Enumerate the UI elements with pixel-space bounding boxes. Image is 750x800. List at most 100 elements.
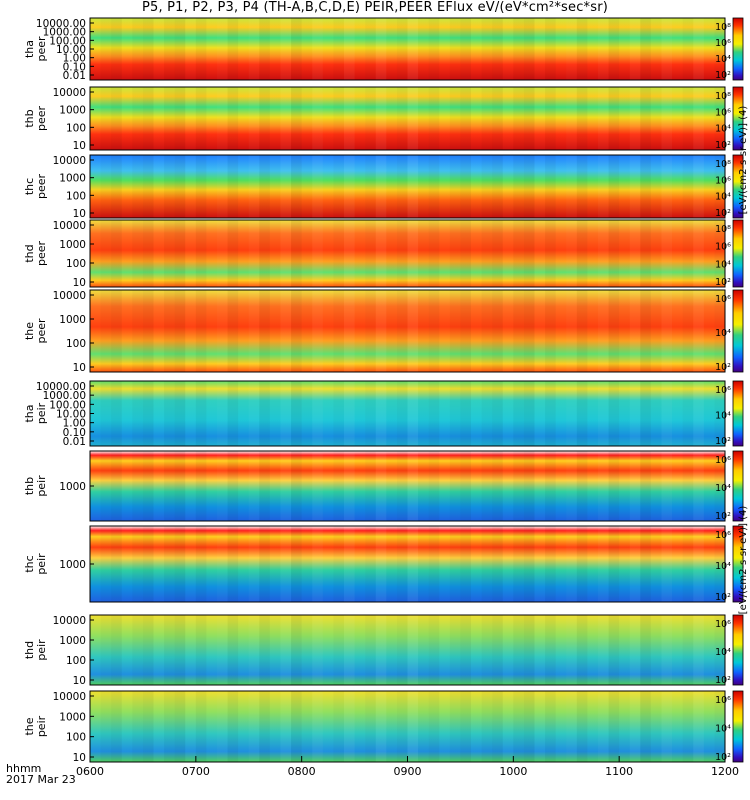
- texture-stripe: [355, 220, 366, 287]
- texture-stripe: [270, 381, 281, 446]
- texture-stripe: [164, 615, 175, 685]
- texture-stripe: [174, 451, 186, 521]
- texture-stripe: [576, 220, 588, 287]
- texture-stripe: [503, 526, 514, 602]
- texture-stripe: [132, 526, 143, 602]
- texture-stripe: [630, 290, 641, 372]
- texture-stripe: [111, 615, 122, 685]
- texture-stripe: [418, 87, 429, 150]
- texture-stripe: [344, 220, 355, 287]
- texture-stripe: [195, 691, 207, 762]
- texture-stripe: [142, 87, 154, 150]
- texture-stripe: [418, 155, 429, 218]
- texture-stripe: [460, 615, 471, 685]
- texture-stripe: [101, 381, 112, 446]
- texture-stripe: [587, 691, 598, 762]
- texture-stripe: [142, 451, 154, 521]
- texture-stripe: [608, 87, 620, 150]
- texture-stripe: [185, 381, 196, 446]
- texture-stripe: [122, 155, 133, 218]
- texture-stripe: [482, 155, 493, 218]
- texture-stripe: [545, 526, 556, 602]
- texture-stripe: [270, 451, 281, 521]
- colorbar-tick-label: 10⁴: [715, 647, 731, 658]
- texture-stripe: [270, 691, 281, 762]
- texture-stripe: [619, 526, 630, 602]
- texture-stripe: [704, 691, 715, 762]
- colorbar-tick-label: 10²: [715, 208, 731, 219]
- texture-stripe: [132, 615, 143, 685]
- texture-stripe: [365, 87, 376, 150]
- texture-stripe: [683, 691, 694, 762]
- texture-stripe: [587, 290, 598, 372]
- spectrogram-thc_peer: [90, 155, 725, 218]
- colorbar-tick-label: 10⁸: [715, 22, 731, 33]
- texture-stripe: [365, 691, 376, 762]
- texture-stripe: [418, 691, 429, 762]
- texture-stripe: [482, 220, 493, 287]
- texture-stripe: [492, 220, 503, 287]
- texture-stripe: [386, 290, 397, 372]
- texture-stripe: [333, 615, 344, 685]
- texture-stripe: [281, 691, 292, 762]
- panel-thc_peer: thc peer 10000 1000 100 10 10⁸ 10⁶ 10⁴ 10²: [23, 154, 744, 220]
- texture-stripe: [164, 451, 175, 521]
- texture-stripe: [259, 691, 270, 762]
- texture-stripe: [270, 220, 281, 287]
- texture-stripe: [693, 381, 704, 446]
- texture-stripe: [407, 290, 419, 372]
- texture-stripe: [312, 381, 323, 446]
- spectrogram-thb_peir: [90, 451, 725, 521]
- texture-stripe: [535, 87, 546, 150]
- texture-stripe: [608, 526, 620, 602]
- y-tick-label: 100: [66, 732, 86, 744]
- texture-stripe: [492, 691, 503, 762]
- texture-stripe: [302, 381, 313, 446]
- texture-stripe: [640, 87, 651, 150]
- texture-stripe: [566, 155, 577, 218]
- texture-stripe: [281, 290, 292, 372]
- texture-stripe: [365, 526, 376, 602]
- colorbar-tick-label: 10⁸: [715, 91, 731, 102]
- texture-stripe: [471, 526, 482, 602]
- texture-stripe: [365, 220, 376, 287]
- texture-stripe: [576, 155, 588, 218]
- texture-stripe: [683, 155, 694, 218]
- texture-stripe: [355, 87, 366, 150]
- y-tick-label: 10000.00: [36, 18, 86, 30]
- texture-stripe: [154, 381, 165, 446]
- texture-stripe: [365, 290, 376, 372]
- texture-stripe: [545, 451, 556, 521]
- texture-stripe: [333, 691, 344, 762]
- texture-stripe: [259, 381, 270, 446]
- texture-stripe: [576, 451, 588, 521]
- texture-stripe: [598, 18, 609, 80]
- texture-stripe: [704, 290, 715, 372]
- texture-stripe: [291, 451, 302, 521]
- texture-stripe: [566, 615, 577, 685]
- texture-stripe: [227, 691, 239, 762]
- texture-stripe: [704, 615, 715, 685]
- texture-stripe: [132, 18, 143, 80]
- texture-stripe: [386, 451, 397, 521]
- texture-stripe: [407, 691, 419, 762]
- texture-stripe: [132, 220, 143, 287]
- texture-stripe: [418, 615, 429, 685]
- colorbar-tick-label: 10⁴: [715, 724, 731, 735]
- texture-stripe: [375, 87, 387, 150]
- colorbar-tick-label: 10⁸: [715, 224, 731, 235]
- texture-stripe: [693, 451, 704, 521]
- texture-stripe: [227, 615, 239, 685]
- texture-stripe: [217, 381, 228, 446]
- texture-stripe: [545, 220, 556, 287]
- texture-stripe: [693, 220, 704, 287]
- texture-stripe: [101, 691, 112, 762]
- texture-stripe: [281, 381, 292, 446]
- colorbar-unit-label: [eV/(cm2-s-sr-eV)] (4): [738, 106, 749, 215]
- texture-stripe: [312, 290, 323, 372]
- texture-stripe: [375, 526, 387, 602]
- texture-stripe: [154, 87, 165, 150]
- texture-stripe: [608, 381, 620, 446]
- texture-stripe: [535, 18, 546, 80]
- texture-stripe: [576, 18, 588, 80]
